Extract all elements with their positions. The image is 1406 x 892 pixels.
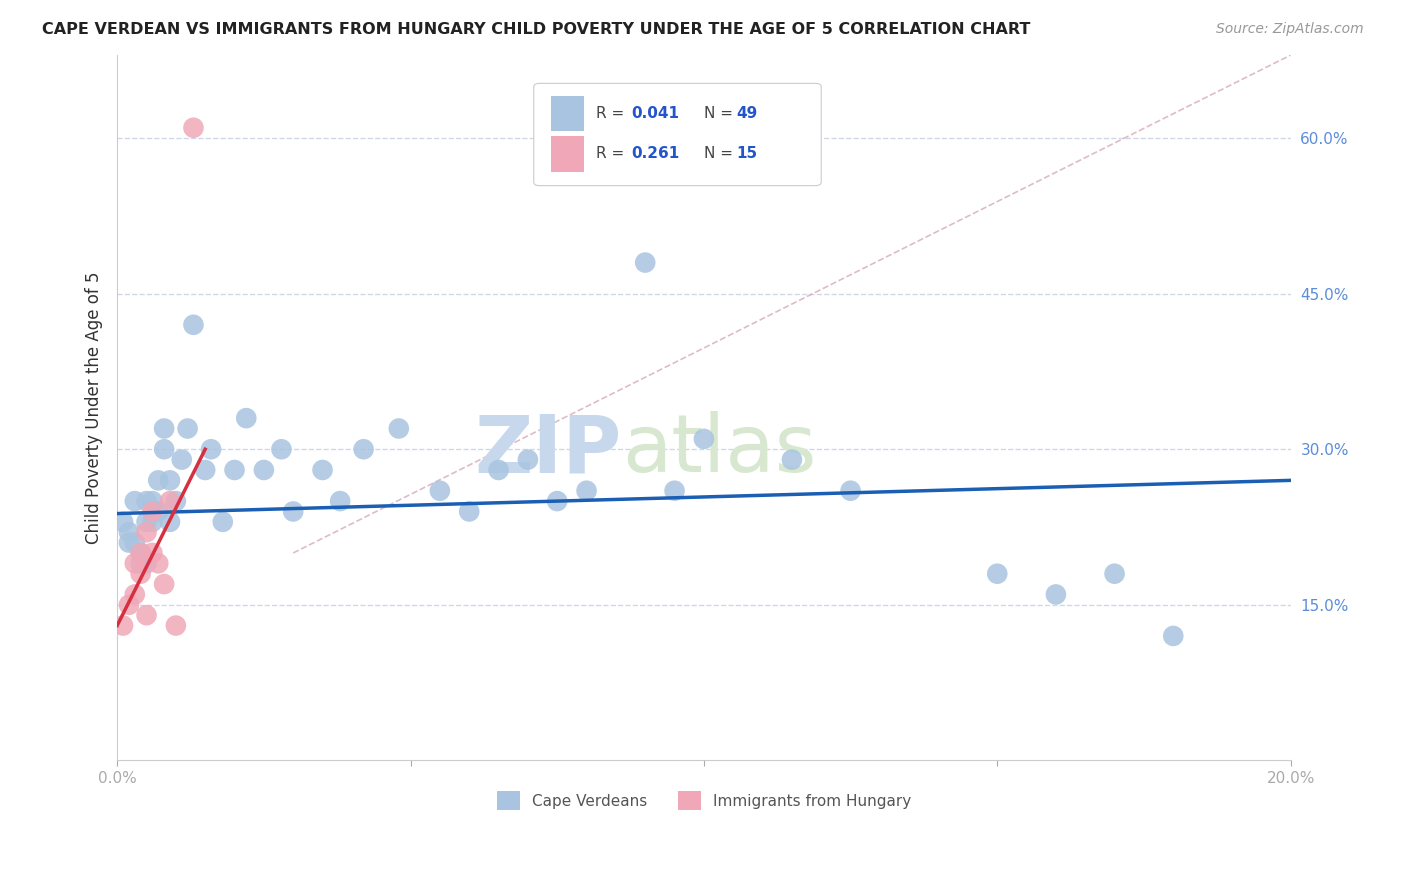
Point (634, 255, 657, 269)
Legend: Cape Verdeans, Immigrants from Hungary: Cape Verdeans, Immigrants from Hungary (491, 785, 917, 816)
Point (283, 504, 305, 518)
Point (135, 515, 157, 529)
Point (664, 483, 686, 498)
Point (429, 483, 451, 498)
Point (270, 442, 292, 457)
Point (183, 120, 205, 135)
Point (165, 494, 187, 508)
Point (176, 421, 198, 435)
Point (516, 452, 538, 467)
Point (170, 452, 193, 467)
Y-axis label: Child Poverty Under the Age of 5: Child Poverty Under the Age of 5 (86, 271, 103, 544)
Text: R =: R = (596, 146, 628, 161)
Point (135, 557, 157, 571)
Text: Source: ZipAtlas.com: Source: ZipAtlas.com (1216, 22, 1364, 37)
Point (200, 442, 222, 457)
Point (112, 515, 135, 529)
Point (148, 504, 170, 518)
Point (194, 463, 217, 477)
Point (159, 494, 181, 508)
Point (183, 318, 205, 332)
Point (135, 608, 157, 623)
Point (1045, 587, 1067, 601)
Point (112, 618, 135, 632)
Point (235, 411, 257, 425)
Point (124, 587, 146, 601)
Text: N =: N = (704, 146, 738, 161)
Point (148, 557, 170, 571)
Point (129, 546, 152, 560)
Point (141, 494, 163, 508)
Point (839, 483, 862, 498)
Point (124, 535, 146, 549)
FancyBboxPatch shape (551, 96, 585, 131)
Point (546, 494, 568, 508)
Point (141, 515, 163, 529)
Point (118, 598, 141, 612)
Point (165, 618, 187, 632)
Text: N =: N = (704, 106, 738, 121)
Point (153, 421, 176, 435)
Text: atlas: atlas (621, 411, 815, 489)
Point (458, 504, 481, 518)
Point (575, 483, 598, 498)
Point (159, 515, 181, 529)
Point (329, 494, 352, 508)
Point (118, 525, 141, 540)
Point (153, 577, 176, 591)
Point (135, 494, 157, 508)
FancyBboxPatch shape (551, 136, 585, 171)
Point (129, 557, 152, 571)
Point (693, 432, 716, 446)
Point (353, 442, 375, 457)
Point (124, 494, 146, 508)
Point (129, 566, 152, 581)
Point (488, 463, 510, 477)
Point (986, 566, 1008, 581)
Point (124, 557, 146, 571)
Point (1161, 629, 1184, 643)
Text: 0.041: 0.041 (631, 106, 679, 121)
Point (780, 452, 803, 467)
Point (153, 442, 176, 457)
FancyBboxPatch shape (534, 83, 821, 186)
Point (224, 463, 246, 477)
Point (211, 515, 233, 529)
Text: R =: R = (596, 106, 628, 121)
Point (118, 535, 141, 549)
Point (135, 525, 157, 540)
Point (388, 421, 411, 435)
Point (311, 463, 333, 477)
Text: 15: 15 (737, 146, 758, 161)
Point (1104, 566, 1126, 581)
Point (159, 474, 181, 488)
Text: ZIP: ZIP (474, 411, 621, 489)
Point (253, 463, 276, 477)
Point (141, 504, 163, 518)
Point (148, 474, 170, 488)
Text: CAPE VERDEAN VS IMMIGRANTS FROM HUNGARY CHILD POVERTY UNDER THE AGE OF 5 CORRELA: CAPE VERDEAN VS IMMIGRANTS FROM HUNGARY … (42, 22, 1031, 37)
Text: 49: 49 (737, 106, 758, 121)
Point (141, 546, 163, 560)
Text: 0.261: 0.261 (631, 146, 679, 161)
Point (129, 546, 152, 560)
